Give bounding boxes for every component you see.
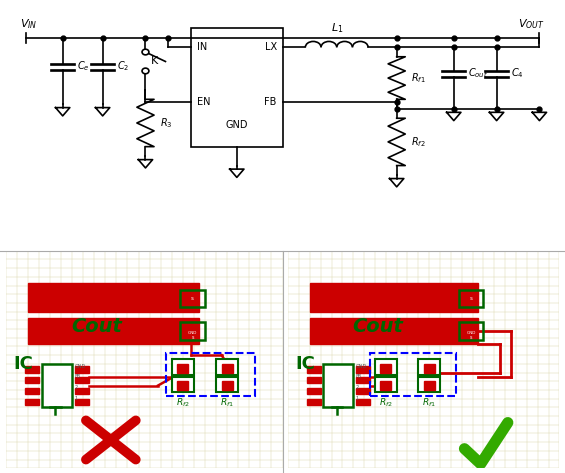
Text: GND: GND [225, 120, 248, 131]
Bar [166, 353, 255, 396]
Bar [356, 366, 370, 373]
Bar [375, 359, 397, 375]
Bar [310, 318, 478, 344]
Bar [177, 364, 188, 373]
Text: $L_1$: $L_1$ [331, 22, 343, 35]
Circle shape [142, 49, 149, 55]
Text: $C_2$: $C_2$ [117, 59, 129, 73]
Bar [75, 388, 89, 394]
Text: GND: GND [467, 332, 476, 335]
Bar [459, 290, 484, 307]
Text: FB: FB [264, 96, 277, 107]
Text: $C_{out}$: $C_{out}$ [468, 66, 488, 80]
Text: $C_e$: $C_e$ [77, 59, 90, 73]
Bar [307, 399, 321, 405]
Text: $R_{f2}$: $R_{f2}$ [379, 396, 393, 409]
Text: $R_3$: $R_3$ [160, 116, 172, 130]
Bar [380, 364, 391, 373]
Bar [356, 388, 370, 394]
Text: 1: 1 [75, 396, 78, 401]
Bar [370, 353, 457, 396]
Bar [172, 359, 194, 375]
Bar [307, 388, 321, 394]
Text: $V_{IN}$: $V_{IN}$ [20, 17, 37, 31]
Bar [459, 323, 484, 340]
Text: IC: IC [295, 355, 315, 373]
Text: K: K [151, 56, 158, 67]
Text: 2: 2 [356, 385, 359, 390]
Bar [180, 323, 205, 340]
Bar [418, 359, 440, 375]
Bar [221, 381, 233, 390]
Text: $R_{f1}$: $R_{f1}$ [411, 71, 426, 85]
Bar [424, 364, 434, 373]
Bar [307, 366, 321, 373]
Text: 1: 1 [356, 396, 359, 401]
Bar [172, 377, 194, 392]
Bar [25, 388, 39, 394]
Bar [307, 377, 321, 384]
Bar [191, 28, 282, 147]
Bar [323, 364, 353, 407]
Text: LX: LX [264, 42, 277, 53]
Text: Cout: Cout [72, 317, 123, 336]
Bar [375, 377, 397, 392]
Bar [424, 381, 434, 390]
Text: s: s [470, 296, 473, 301]
Bar [221, 364, 233, 373]
Bar [356, 377, 370, 384]
Text: GND: GND [188, 332, 197, 335]
Bar [356, 399, 370, 405]
Bar [180, 290, 205, 307]
Text: EN: EN [197, 96, 210, 107]
Bar [216, 359, 238, 375]
Bar [177, 381, 188, 390]
Bar [28, 318, 199, 344]
Text: s: s [191, 296, 194, 301]
Text: $R_{f1}$: $R_{f1}$ [422, 396, 436, 409]
Text: $V_{OUT}$: $V_{OUT}$ [519, 17, 545, 31]
Bar [28, 283, 199, 312]
Text: GND: GND [75, 364, 86, 368]
Bar [380, 381, 391, 390]
Bar [418, 377, 440, 392]
Text: s: s [192, 335, 194, 340]
Text: FB: FB [356, 375, 362, 379]
Bar [25, 377, 39, 384]
Bar [25, 366, 39, 373]
Bar [42, 364, 72, 407]
Bar [216, 377, 238, 392]
Bar [75, 399, 89, 405]
Bar [310, 283, 478, 312]
Bar [75, 366, 89, 373]
Text: IC: IC [14, 355, 33, 373]
Text: $R_{f2}$: $R_{f2}$ [176, 396, 190, 409]
Bar [75, 377, 89, 384]
Text: IN: IN [197, 42, 207, 53]
Circle shape [142, 68, 149, 74]
Text: $C_4$: $C_4$ [511, 66, 524, 80]
Text: 2: 2 [75, 385, 78, 390]
Text: s: s [470, 335, 472, 340]
Text: $R_{f2}$: $R_{f2}$ [411, 135, 425, 149]
Text: FB: FB [75, 375, 81, 379]
Text: $R_{f1}$: $R_{f1}$ [220, 396, 234, 409]
Text: GND: GND [356, 364, 367, 368]
Bar [25, 399, 39, 405]
Text: Cout: Cout [352, 317, 403, 336]
